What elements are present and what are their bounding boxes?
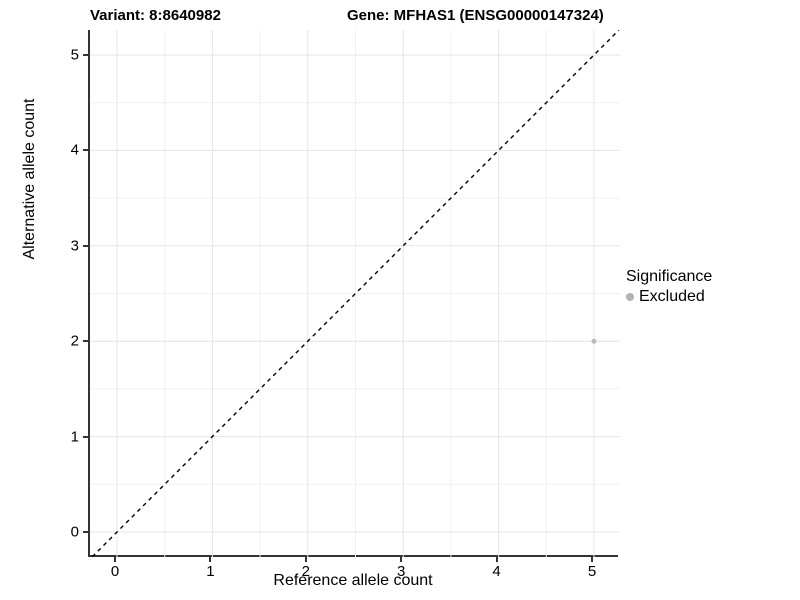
x-tick-label: 0 [110, 563, 120, 580]
y-tick-label: 0 [70, 523, 79, 541]
y-tick-label: 4 [70, 141, 79, 159]
data-point [591, 338, 597, 344]
plot-title-gene: Gene: MFHAS1 (ENSG00000147324) [347, 7, 604, 24]
x-tick-label: 2 [301, 563, 310, 580]
x-tick-label: 4 [492, 563, 501, 580]
y-tick-mark [83, 244, 88, 247]
legend-item-excluded: Excluded [626, 288, 712, 306]
plot-title-variant: Variant: 8:8640982 [90, 7, 221, 24]
y-tick-mark [83, 531, 88, 533]
y-tick-label: 3 [70, 237, 79, 255]
plot-panel [88, 30, 620, 557]
x-tick-mark [591, 557, 593, 562]
legend-title: Significance [626, 268, 713, 285]
y-tick-label: 2 [70, 332, 79, 350]
legend: Significance Excluded [626, 268, 712, 306]
y-axis-title: Alternative allele count [21, 98, 38, 260]
x-tick-mark [114, 557, 116, 562]
y-tick-mark [83, 435, 88, 438]
y-tick-mark [83, 340, 88, 343]
x-tick-mark [495, 557, 498, 562]
y-tick-label: 1 [70, 428, 79, 446]
x-tick-mark [209, 557, 212, 562]
y-tick-label: 5 [70, 46, 79, 64]
x-tick-label: 3 [397, 563, 406, 580]
legend-point-icon [626, 293, 634, 301]
y-tick-mark [83, 54, 88, 56]
legend-item-label: Excluded [639, 288, 705, 305]
y-tick-mark [83, 149, 88, 152]
x-tick-mark [400, 557, 403, 562]
x-tick-label: 5 [587, 563, 597, 580]
x-axis-title: Reference allele count [273, 572, 433, 589]
plot-canvas [90, 30, 620, 557]
x-tick-mark [304, 557, 307, 562]
x-tick-label: 1 [206, 563, 215, 580]
